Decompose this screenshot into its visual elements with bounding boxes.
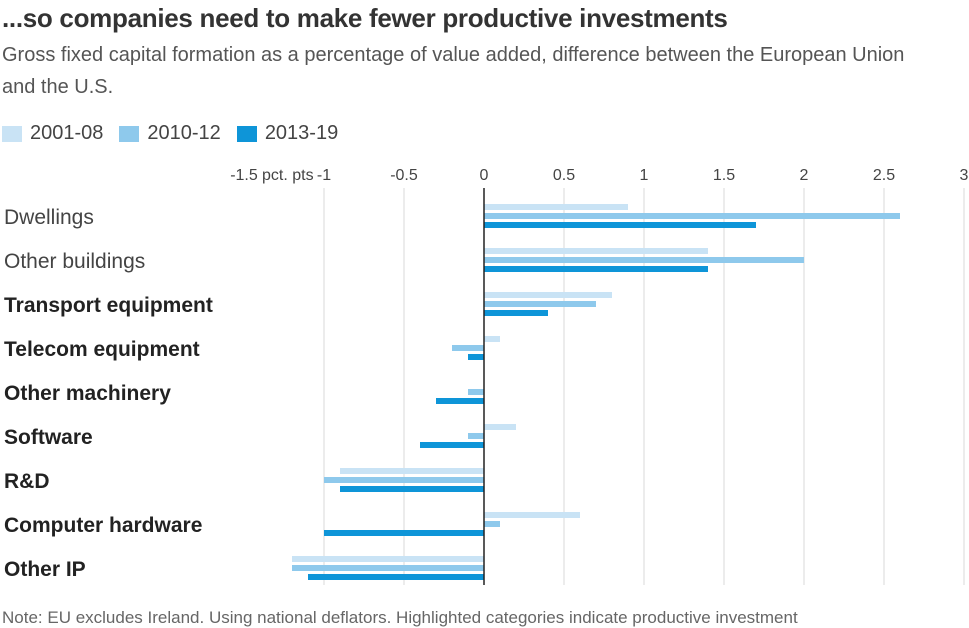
- bar-2010-12: [292, 565, 484, 571]
- legend-item-2001-08: 2001-08: [2, 122, 103, 145]
- category-label: Transport equipment: [4, 294, 213, 317]
- bar-2010-12: [468, 389, 484, 395]
- bar-2013-19: [308, 574, 484, 580]
- legend-label-2001-08: 2001-08: [30, 122, 104, 144]
- bar-2001-08: [484, 204, 628, 210]
- bar-2010-12: [324, 477, 484, 483]
- legend: 2001-08 2010-12 2013-19: [2, 122, 354, 145]
- category-label: Other machinery: [4, 382, 171, 405]
- bar-2001-08: [484, 424, 516, 430]
- bar-2001-08: [340, 468, 484, 474]
- bar-2013-19: [484, 310, 548, 316]
- bar-2010-12: [484, 521, 500, 527]
- legend-label-2013-19: 2013-19: [264, 122, 339, 144]
- chart-subtitle: Gross fixed capital formation as a perce…: [2, 44, 905, 98]
- x-tick-label: 0: [480, 167, 489, 184]
- category-label: R&D: [4, 470, 50, 493]
- x-tick-label: 2: [800, 167, 809, 184]
- bar-2013-19: [436, 398, 484, 404]
- x-tick-label: 3: [960, 167, 969, 184]
- x-tick-label: -0.5: [390, 167, 418, 184]
- bar-2010-12: [468, 433, 484, 439]
- legend-label-2010-12: 2010-12: [147, 122, 221, 144]
- bar-2010-12: [484, 213, 900, 219]
- chart-note: Note: EU excludes Ireland. Using nationa…: [2, 608, 798, 627]
- x-tick-label: 2.5: [873, 167, 895, 184]
- bar-2013-19: [324, 530, 484, 536]
- x-tick-label: -1: [317, 167, 331, 184]
- bar-2013-19: [340, 486, 484, 492]
- bar-2010-12: [484, 301, 596, 307]
- legend-swatch-2001-08: [2, 125, 22, 142]
- category-label: Other buildings: [4, 250, 145, 273]
- bar-2013-19: [484, 222, 756, 228]
- category-label: Dwellings: [4, 206, 94, 229]
- bar-chart: -1.5 -1 -0.5 0 0.5 1 1.5 2 2.5 3 pct. pts Dwellings…: [4, 167, 969, 585]
- bar-2013-19: [468, 354, 484, 360]
- x-tick-label: 1.5: [713, 167, 735, 184]
- legend-swatch-2010-12: [119, 125, 140, 142]
- bar-2001-08: [484, 292, 612, 298]
- x-tick-label: -1.5: [230, 167, 258, 184]
- legend-item-2013-19: 2013-19: [236, 122, 339, 145]
- x-axis-unit-label: pct. pts: [262, 167, 314, 184]
- category-label: Telecom equipment: [4, 338, 200, 361]
- bar-2001-08: [292, 556, 484, 562]
- legend-swatch-2013-19: [236, 125, 257, 142]
- bar-2010-12: [484, 257, 804, 263]
- category-label: Computer hardware: [4, 514, 202, 537]
- category-label: Software: [4, 426, 93, 449]
- bar-2001-08: [484, 248, 708, 254]
- legend-item-2010-12: 2010-12: [119, 122, 221, 145]
- x-tick-label: 0.5: [553, 167, 575, 184]
- x-tick-label: 1: [640, 167, 649, 184]
- bar-2013-19: [484, 266, 708, 272]
- bar-2010-12: [452, 345, 484, 351]
- category-label: Other IP: [4, 558, 86, 581]
- bar-2013-19: [420, 442, 484, 448]
- bar-2001-08: [484, 336, 500, 342]
- chart-title: ...so companies need to make fewer produ…: [2, 3, 728, 33]
- bar-2001-08: [484, 512, 580, 518]
